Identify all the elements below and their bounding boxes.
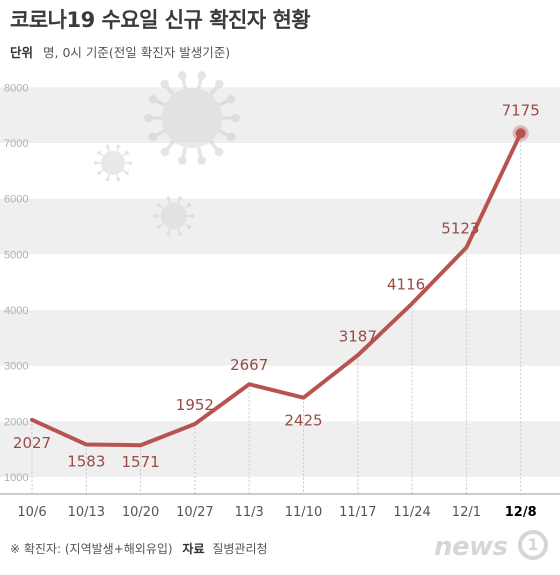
data-label: 7175 <box>502 101 540 119</box>
virus-spike-tip <box>144 113 153 123</box>
virus-spike-tip <box>226 132 236 142</box>
data-label: 1952 <box>176 396 214 414</box>
virus-spike-tip <box>226 94 236 104</box>
series-line <box>30 131 523 448</box>
virus-spike-tip <box>97 150 101 155</box>
logo-badge-number: 1 <box>527 535 539 554</box>
data-label: 2027 <box>13 434 51 452</box>
virus-spike-tip <box>177 196 182 200</box>
virus-spike-tip <box>125 171 129 176</box>
data-label: 1583 <box>67 453 105 471</box>
x-tick-label: 10/27 <box>176 505 213 520</box>
footnote-text: ※ 확진자: (지역발생+해외유입) <box>10 542 173 556</box>
virus-spike-tip <box>116 144 121 149</box>
virus-spike-tip <box>116 177 121 182</box>
source-name: 질병관리청 <box>212 542 268 556</box>
virus-illustration <box>93 71 240 236</box>
x-tick-label: 11/24 <box>393 505 430 520</box>
virus-spike-tip <box>197 71 206 80</box>
virus-spike-tip <box>128 161 133 165</box>
virus-spike-tip <box>187 225 192 229</box>
unit-note: 단위 명, 0시 기준(전일 확진자 발생기준) <box>10 42 230 61</box>
virus-body <box>101 151 125 175</box>
y-tick-label: 4000 <box>4 305 28 317</box>
y-tick-label: 1000 <box>4 472 28 484</box>
y-tick-label: 5000 <box>4 249 28 261</box>
x-tick-label: 11/10 <box>285 505 322 520</box>
virus-spike-tip <box>153 214 158 218</box>
virus-spike-tip <box>97 171 101 176</box>
virus-body <box>162 88 222 148</box>
virus-spike-tip <box>178 156 187 165</box>
data-label: 3187 <box>339 327 377 345</box>
virus-spike-tip <box>156 203 161 207</box>
x-tick-label: 11/3 <box>235 505 264 520</box>
virus-spike-tip <box>166 196 171 200</box>
virus-spike-tip <box>187 203 192 207</box>
x-tick-label: 10/6 <box>17 505 46 520</box>
virus-spike-tip <box>190 214 195 218</box>
x-tick-label: 12/1 <box>452 505 481 520</box>
virus-spike-tip <box>105 177 110 182</box>
last-point-marker <box>515 128 526 139</box>
virus-spike-tip <box>197 156 206 165</box>
data-label: 2425 <box>284 412 322 430</box>
virus-spike-tip <box>177 232 182 236</box>
data-label: 2667 <box>230 356 268 374</box>
virus-spike-tip <box>166 232 171 236</box>
y-tick-label: 6000 <box>4 194 28 206</box>
x-tick-label: 10/13 <box>68 505 105 520</box>
virus-body <box>161 203 187 229</box>
y-tick-label: 8000 <box>4 82 28 94</box>
virus-spike-tip <box>93 161 98 165</box>
x-tick-label: 11/17 <box>339 505 376 520</box>
virus-spike-tip <box>148 94 158 104</box>
virus-spike-tip <box>148 132 158 142</box>
virus-spike-tip <box>231 113 240 123</box>
virus-spike-tip <box>214 79 224 89</box>
virus-spike-tip <box>160 147 170 157</box>
virus-icon <box>153 196 195 236</box>
data-label: 4116 <box>387 276 425 294</box>
grid-band <box>0 310 560 366</box>
page-title: 코로나19 수요일 신규 확진자 현황 <box>10 8 311 32</box>
data-label: 5123 <box>441 219 479 237</box>
virus-icon <box>144 71 240 165</box>
virus-spike-tip <box>105 144 110 149</box>
data-label: 1571 <box>122 453 160 471</box>
logo-wordmark: news <box>434 532 508 562</box>
y-tick-label: 7000 <box>4 138 28 150</box>
y-tick-label: 3000 <box>4 361 28 373</box>
unit-text: 명, 0시 기준(전일 확진자 발생기준) <box>43 45 231 60</box>
unit-label: 단위 <box>10 45 34 60</box>
footer-note: ※ 확진자: (지역발생+해외유입) 자료 질병관리청 <box>10 540 268 557</box>
x-tick-label: 10/20 <box>122 505 159 520</box>
logo-badge: 1 <box>518 530 548 560</box>
source-label: 자료 <box>182 542 205 556</box>
virus-spike-tip <box>160 79 170 89</box>
virus-spike-tip <box>214 147 224 157</box>
grid-band <box>0 87 560 143</box>
y-tick-label: 2000 <box>4 416 28 428</box>
news1-logo: news 1 <box>434 528 552 568</box>
virus-spike-tip <box>178 71 187 80</box>
virus-spike-tip <box>125 150 129 155</box>
virus-icon <box>93 144 133 182</box>
virus-spike-tip <box>156 225 161 229</box>
x-tick-label: 12/8 <box>505 505 537 520</box>
